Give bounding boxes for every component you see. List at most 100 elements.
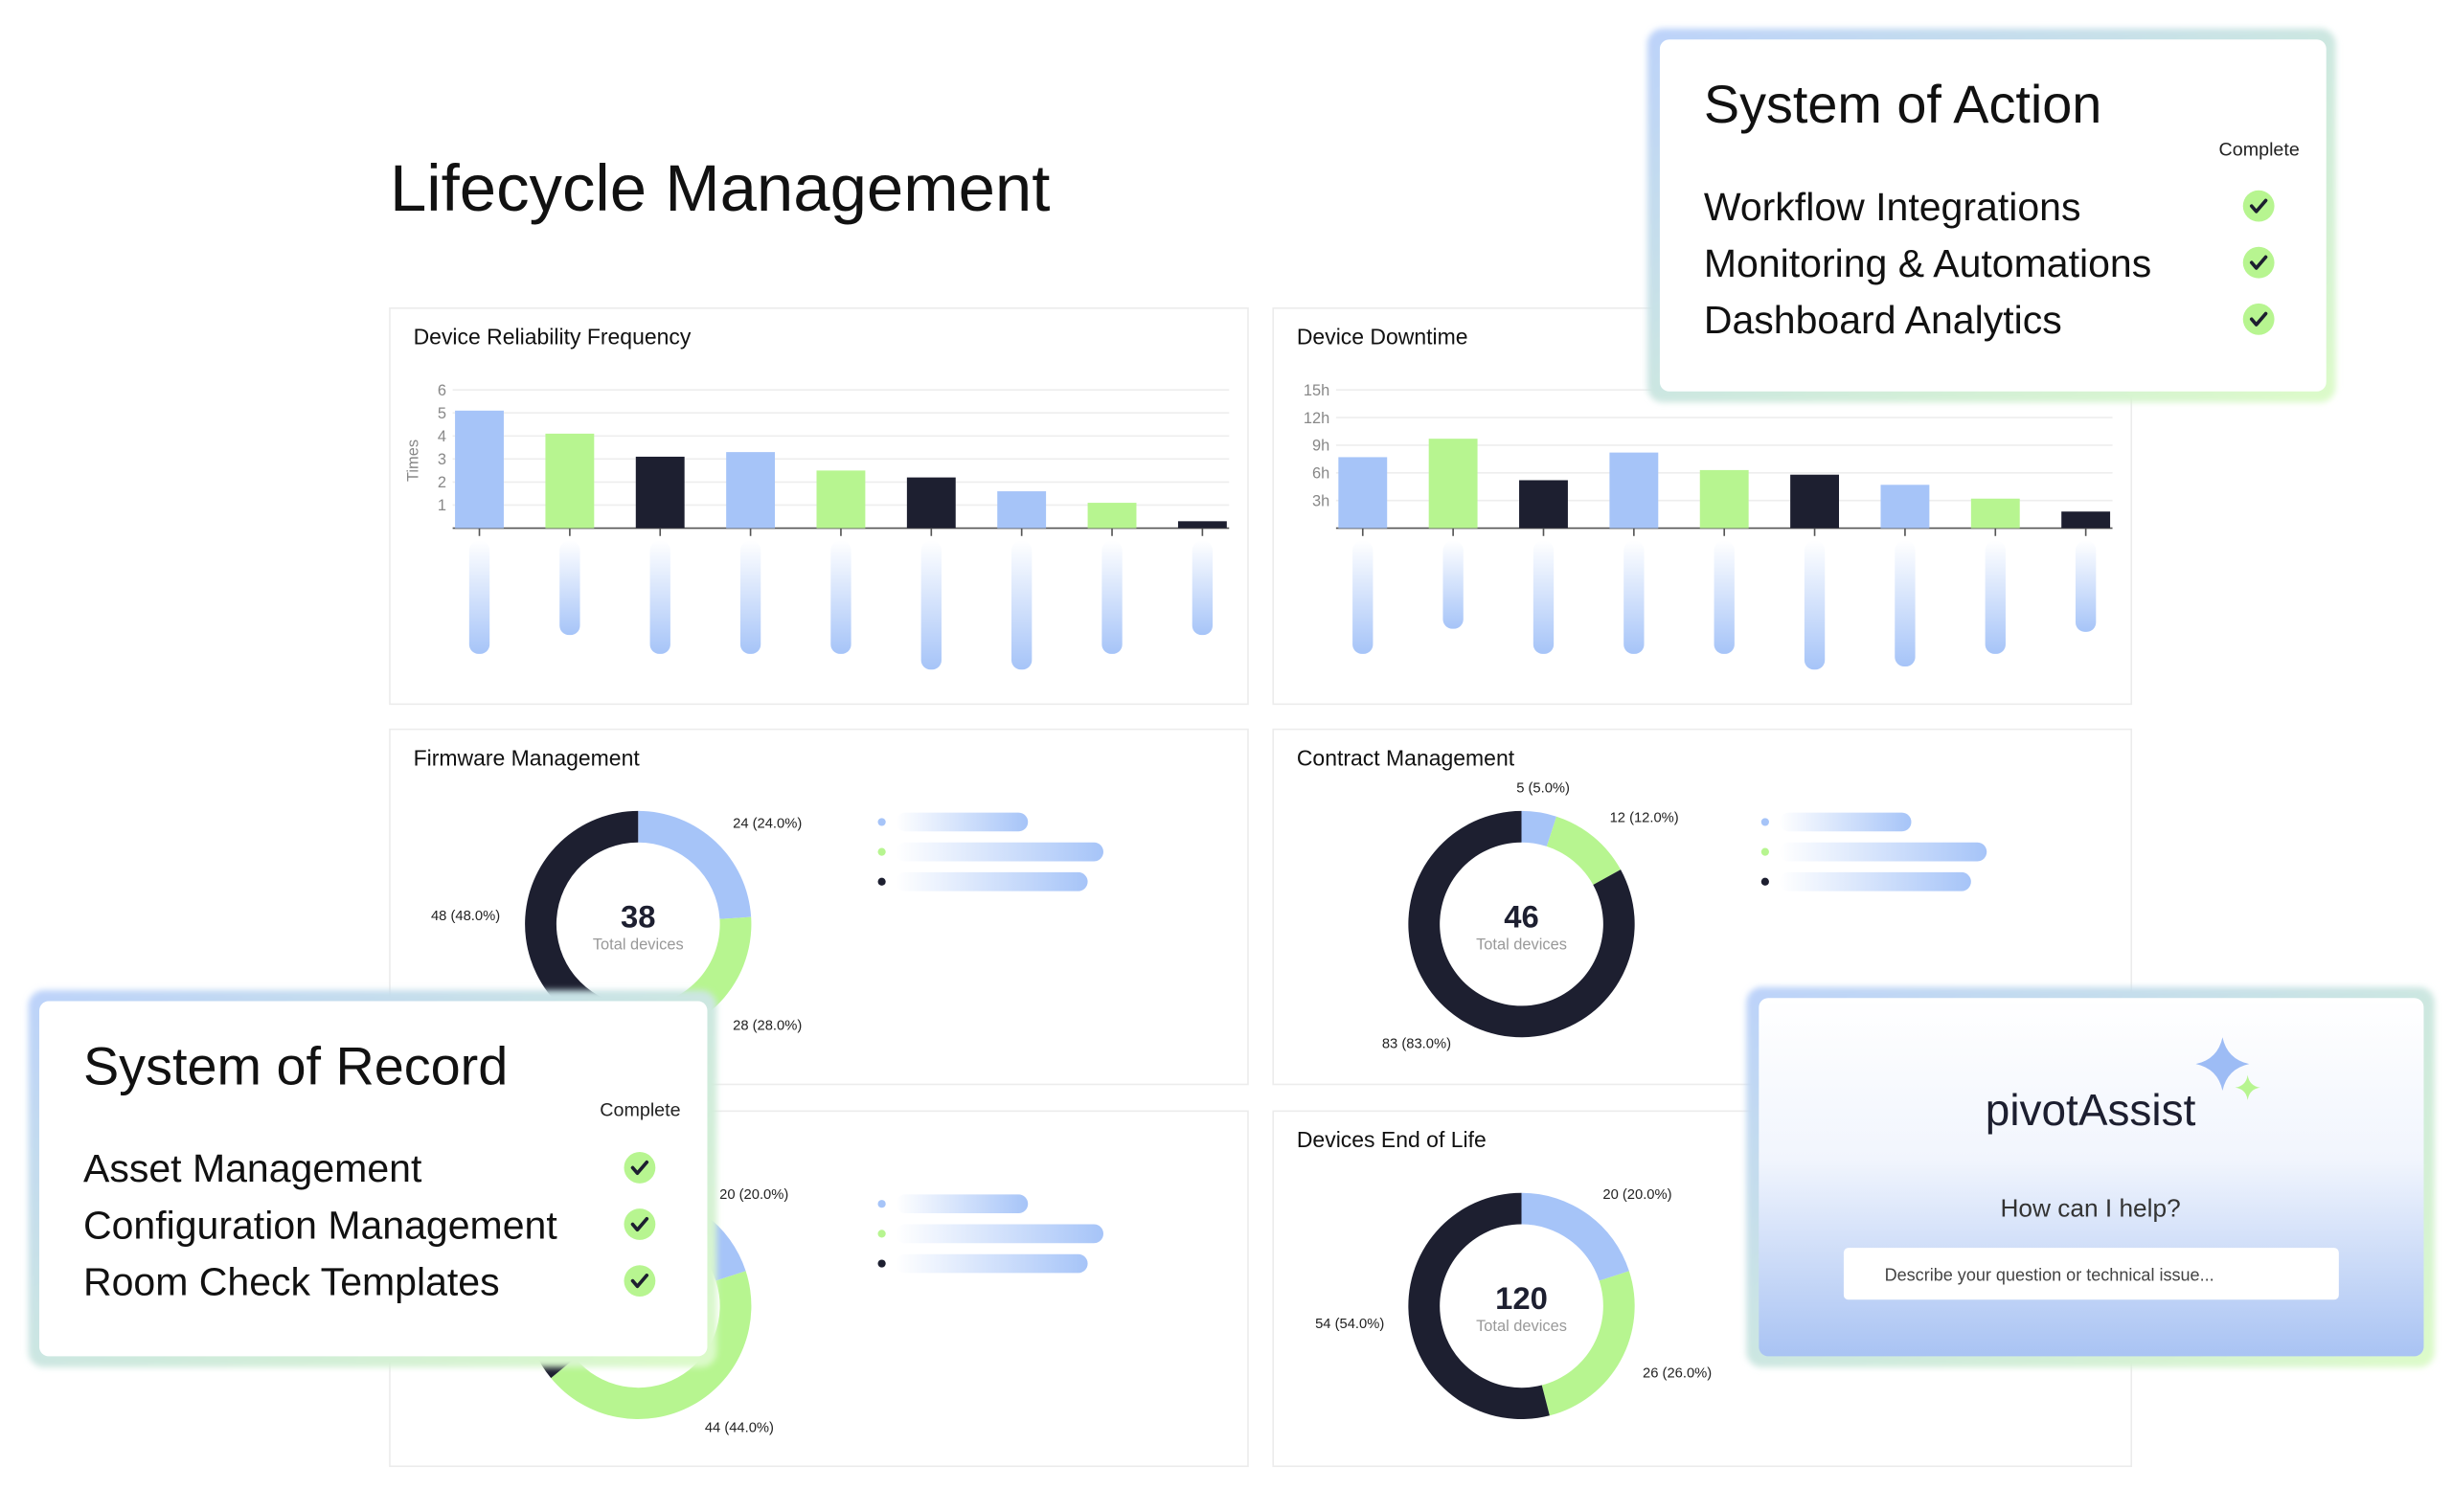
donut-segment [1408, 1192, 1550, 1420]
panel-title: Firmware Management [414, 745, 641, 770]
bar [2061, 511, 2111, 529]
blurred-legend-label [1779, 871, 1971, 891]
donut-segment [1541, 1271, 1635, 1416]
logo-part: pivot [1986, 1085, 2078, 1135]
blurred-label [1352, 540, 1374, 654]
blurred-legend-label [896, 871, 1088, 891]
bar [726, 452, 776, 529]
segment-label: 83 (83.0%) [1382, 1036, 1451, 1051]
checklist-item: Dashboard Analytics [1704, 298, 2062, 342]
segment-label: 12 (12.0%) [1610, 811, 1679, 826]
y-tick-label: 9h [1312, 438, 1329, 455]
bar-chart: 1 2 3 4 5 6 Times [405, 382, 1230, 670]
bar [1609, 452, 1659, 529]
blurred-label [559, 540, 580, 636]
card-body [39, 1001, 708, 1357]
blurred-label [830, 540, 851, 654]
bar [1790, 474, 1839, 529]
segment-label: 20 (20.0%) [719, 1187, 788, 1203]
check-mark [2249, 311, 2268, 327]
checklist-item: Configuration Management [83, 1203, 557, 1247]
panel-title: Device Reliability Frequency [414, 325, 692, 350]
blurred-label [649, 540, 670, 654]
bar [635, 456, 685, 529]
blurred-label [1895, 540, 1916, 666]
segment-label: 26 (26.0%) [1643, 1365, 1712, 1381]
bar [1519, 480, 1568, 529]
donut-segment [1546, 816, 1622, 885]
blurred-legend-label [896, 812, 1029, 832]
y-tick-label: 4 [438, 428, 446, 445]
check-icon [2242, 190, 2275, 222]
assistant-logo: pivotAssist [1986, 1085, 2196, 1135]
bar [1970, 498, 2020, 529]
legend-dot [877, 847, 886, 856]
donut-chart: 5 (5.0%) 12 (12.0%) 83 (83.0%) 46 Total devi… [1382, 780, 1987, 1051]
blurred-label [1623, 540, 1645, 654]
assistant-card: pivotAssist How can I help? Describe you… [1746, 986, 2435, 1367]
donut-segment [1521, 1192, 1629, 1281]
status-header: Complete [600, 1099, 680, 1120]
blurred-label [1985, 540, 2006, 654]
blurred-label [920, 540, 942, 670]
y-tick-label: 6 [438, 382, 446, 399]
check-mark [630, 1274, 649, 1289]
blurred-legend-label [896, 1194, 1029, 1214]
panel-title: Contract Management [1297, 745, 1515, 770]
y-axis-label: Times [405, 440, 422, 482]
y-tick-label: 2 [438, 474, 446, 491]
card-body [1659, 39, 2327, 392]
donut-total-label: Total devices [593, 936, 684, 953]
system-of-action-card: System of Action Complete Workflow Integ… [1646, 28, 2336, 403]
donut-segment [525, 810, 639, 1037]
blurred-legend-label [1779, 812, 1912, 832]
blurred-label [1011, 540, 1033, 670]
sparkle-icon [2235, 1074, 2260, 1100]
card-title: System of Record [83, 1035, 508, 1095]
donut-total-label: Total devices [1476, 1318, 1567, 1335]
card-title: System of Action [1704, 74, 2101, 134]
check-mark [630, 1216, 649, 1232]
panel-title: Devices End of Life [1297, 1127, 1487, 1152]
blurred-legend-label [1779, 842, 1987, 862]
segment-label: 20 (20.0%) [1602, 1187, 1671, 1203]
question-input[interactable] [1843, 1248, 2339, 1300]
legend-dot [877, 818, 886, 826]
bar [997, 491, 1047, 529]
check-icon [2242, 246, 2275, 279]
panel-title: Device Downtime [1297, 325, 1468, 350]
blurred-label [1532, 540, 1555, 654]
blurred-label [1714, 540, 1735, 654]
bar [1087, 503, 1137, 529]
bar [1338, 457, 1388, 529]
y-tick-label: 15h [1304, 382, 1329, 399]
page-title: Lifecycle Management [390, 151, 1050, 225]
legend-dot [877, 1259, 886, 1268]
sparkle-icon [2195, 1037, 2250, 1092]
bar-chart: 3h 6h 9h 12h 15h [1304, 382, 2113, 670]
check-mark [2249, 198, 2268, 214]
checklist-item: Room Check Templates [83, 1259, 500, 1303]
donut-total-label: Total devices [1476, 936, 1567, 953]
donut-segment [1521, 810, 1557, 846]
donut-total: 46 [1504, 898, 1539, 934]
item-list: Workflow Integrations Monitoring & Automa… [1704, 185, 2275, 342]
y-tick-label: 12h [1304, 410, 1329, 427]
blurred-label [468, 540, 490, 654]
legend-dot [877, 1200, 886, 1208]
status-header: Complete [2219, 140, 2300, 161]
y-tick-label: 1 [438, 497, 446, 514]
blurred-label [1101, 540, 1123, 654]
segment-label: 28 (28.0%) [733, 1018, 802, 1033]
donut-segment [638, 810, 752, 919]
check-mark [2249, 255, 2268, 270]
segment-label: 24 (24.0%) [733, 817, 802, 832]
segment-label: 48 (48.0%) [431, 909, 500, 924]
check-icon [624, 1208, 656, 1240]
checklist-item: Monitoring & Automations [1704, 241, 2151, 285]
bar [1880, 485, 1930, 529]
logo-part: Assist [2078, 1085, 2196, 1135]
bar [906, 477, 956, 529]
